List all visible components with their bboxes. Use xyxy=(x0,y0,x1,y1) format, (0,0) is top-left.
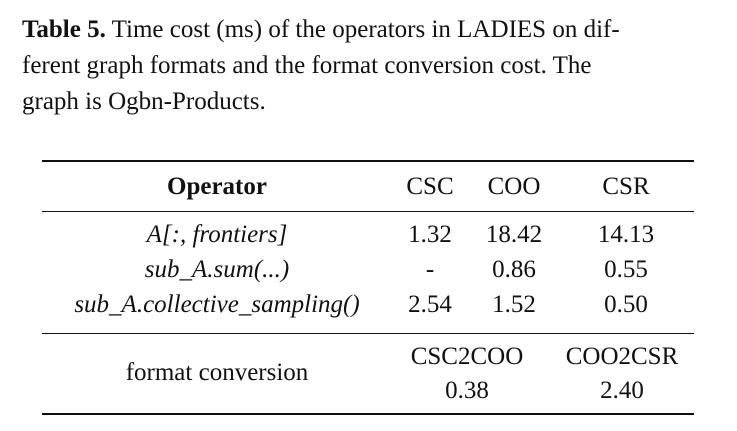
row-1-csr: 14.13 xyxy=(597,221,655,248)
conversion-label: format conversion xyxy=(125,359,309,386)
conversion-rule xyxy=(42,333,694,334)
header-csr: CSR xyxy=(602,173,650,200)
caption-text-1: Time cost (ms) of the operators in LADIE… xyxy=(105,16,620,43)
header-csc: CSC xyxy=(406,173,454,200)
row-2-csc: - xyxy=(425,256,435,283)
row-2-operator: sub_A.sum(...) xyxy=(144,256,290,283)
header-rule xyxy=(42,211,694,212)
row-1-csc: 1.32 xyxy=(408,221,452,248)
caption-line-3: graph is Ogbn-Products. xyxy=(22,88,266,115)
table-top-rule xyxy=(42,160,694,162)
caption-label: Table 5. xyxy=(22,16,106,43)
row-1-coo: 18.42 xyxy=(485,221,543,248)
table-caption: Table 5. Time cost (ms) of the operators… xyxy=(22,12,727,120)
conversion-value-coo2csr: 2.40 xyxy=(600,377,644,404)
conversion-value-csc2coo: 0.38 xyxy=(445,377,489,404)
row-3-csc: 2.54 xyxy=(408,291,452,318)
header-coo: COO xyxy=(487,173,541,200)
row-3-operator: sub_A.collective_sampling() xyxy=(74,291,360,318)
row-3-coo: 1.52 xyxy=(492,291,536,318)
conversion-type-csc2coo: CSC2COO xyxy=(410,343,524,370)
caption-line-2: ferent graph formats and the format conv… xyxy=(22,52,592,79)
header-operator: Operator xyxy=(167,173,267,200)
row-2-csr: 0.55 xyxy=(604,256,648,283)
table-bottom-rule xyxy=(42,413,694,415)
row-2-coo: 0.86 xyxy=(492,256,536,283)
caption-line-1: Table 5. Time cost (ms) of the operators… xyxy=(22,12,727,48)
conversion-type-coo2csr: COO2CSR xyxy=(565,343,679,370)
row-1-operator: A[:, frontiers] xyxy=(146,221,288,248)
row-3-csr: 0.50 xyxy=(604,291,648,318)
